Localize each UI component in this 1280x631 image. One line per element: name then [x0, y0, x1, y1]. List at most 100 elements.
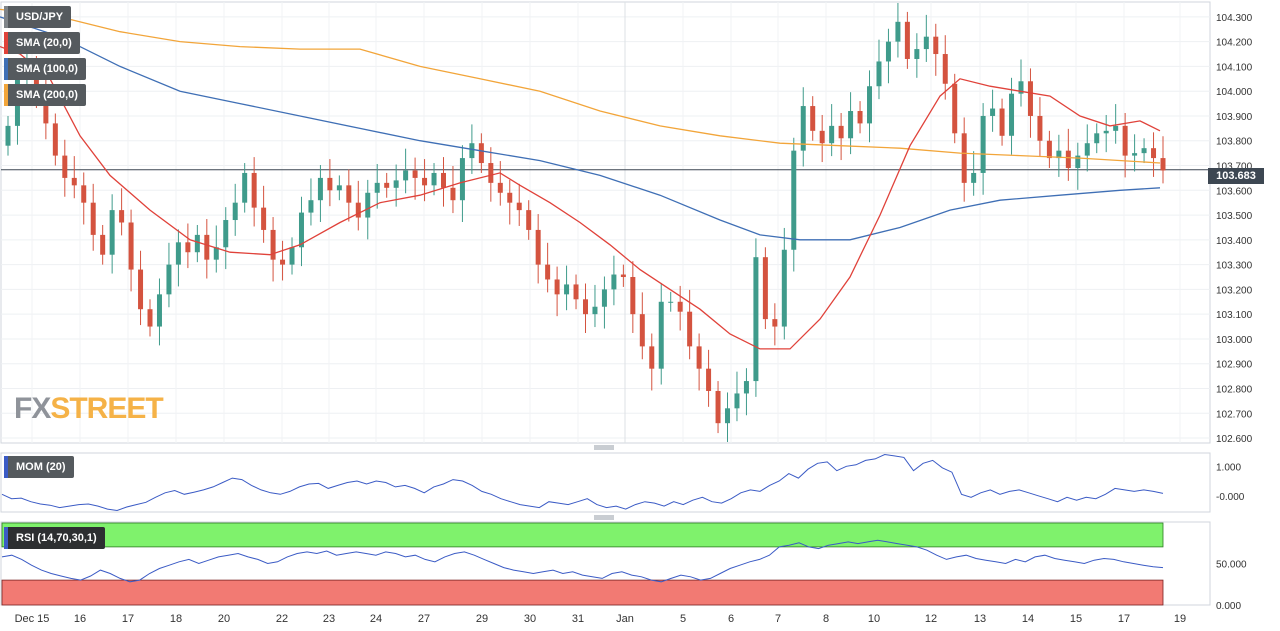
- candle-body: [999, 108, 1005, 136]
- candle-body: [384, 182, 390, 188]
- candle-body: [564, 284, 570, 295]
- candle-body: [242, 172, 248, 203]
- candle-body: [469, 143, 475, 159]
- candle-body: [649, 346, 655, 369]
- sma200-label[interactable]: SMA (200,0): [4, 84, 86, 106]
- candle-body: [800, 106, 806, 151]
- candle-body: [838, 125, 844, 139]
- candle-body: [772, 319, 778, 327]
- candle-body: [175, 242, 181, 265]
- candle-body: [545, 264, 551, 280]
- rsi-marker: [4, 527, 8, 549]
- time-tick-label: 17: [1118, 613, 1130, 625]
- candle-body: [554, 279, 560, 295]
- panel-splitter: [594, 515, 614, 520]
- last-price-badge: 103.683: [1208, 168, 1264, 184]
- candle-body: [516, 202, 522, 211]
- candle-body: [128, 222, 134, 270]
- candle-body: [876, 61, 882, 87]
- time-tick-label: 22: [276, 613, 288, 625]
- time-tick-label: 31: [572, 613, 584, 625]
- price-tick-label: 103.800: [1216, 137, 1253, 148]
- time-tick-label: 27: [418, 613, 430, 625]
- candle-body: [914, 49, 920, 59]
- mom-marker: [4, 456, 8, 478]
- rsi-label[interactable]: RSI (14,70,30,1): [4, 527, 105, 549]
- symbol-label[interactable]: USD/JPY: [4, 6, 72, 28]
- logo-street: STREET: [50, 392, 163, 425]
- rsi-line: [1, 539, 1164, 583]
- sma100-label[interactable]: SMA (100,0): [4, 58, 86, 80]
- candle-body: [374, 182, 380, 193]
- candle-body: [213, 247, 219, 260]
- candle-body: [819, 130, 825, 144]
- candle-body: [1151, 148, 1157, 159]
- candle-body: [355, 202, 361, 218]
- time-tick-label: 5: [680, 613, 686, 625]
- candle-body: [592, 306, 598, 315]
- candle-body: [1075, 155, 1081, 168]
- candle-body: [1113, 125, 1119, 131]
- time-tick-label: 14: [1022, 613, 1034, 625]
- candle-body: [119, 210, 125, 223]
- candle-body: [601, 289, 607, 307]
- candle-body: [715, 390, 721, 424]
- price-tick-label: 104.200: [1216, 38, 1253, 49]
- price-tick-label: 102.600: [1216, 434, 1253, 445]
- time-tick-label: 15: [1070, 613, 1082, 625]
- rsi-text: RSI (14,70,30,1): [16, 532, 97, 544]
- candle-body: [1046, 140, 1052, 159]
- candle-body: [5, 125, 11, 146]
- candle-body: [687, 311, 693, 347]
- candle-body: [630, 277, 636, 315]
- candle-body: [762, 257, 768, 320]
- price-tick-label: 104.000: [1216, 87, 1253, 98]
- logo-fx: FX: [14, 392, 51, 425]
- mom-label[interactable]: MOM (20): [4, 456, 74, 478]
- candle-body: [204, 234, 210, 260]
- candle-body: [109, 210, 115, 255]
- candle-body: [895, 21, 901, 42]
- sma20-line: [0, 45, 1161, 350]
- candle-body: [270, 229, 276, 260]
- symbol-text: USD/JPY: [16, 11, 64, 23]
- candle-body: [1103, 130, 1109, 134]
- candle-body: [904, 21, 910, 59]
- price-tick-label: 103.200: [1216, 285, 1253, 296]
- time-tick-label: 24: [370, 613, 382, 625]
- price-tick-label: 104.300: [1216, 13, 1253, 24]
- candle-body: [1056, 150, 1062, 159]
- sma100-line: [0, 16, 1161, 241]
- time-tick-label: Jan: [616, 613, 634, 625]
- candle-body: [497, 182, 503, 193]
- time-tick-label: 10: [868, 613, 880, 625]
- mom-tick-label: -0.000: [1216, 492, 1245, 503]
- candle-body: [583, 299, 588, 315]
- sma100-text: SMA (100,0): [16, 63, 78, 75]
- candle-body: [317, 177, 323, 201]
- candle-body: [971, 172, 977, 183]
- candle-body: [1122, 125, 1128, 156]
- sma20-marker: [4, 32, 8, 54]
- candle-body: [422, 177, 428, 186]
- sma20-label[interactable]: SMA (20,0): [4, 32, 80, 54]
- candle-body: [232, 202, 238, 221]
- candle-body: [829, 125, 835, 144]
- candle-body: [1094, 133, 1100, 144]
- mom-frame: [0, 452, 1211, 513]
- time-tick-label: 13: [974, 613, 986, 625]
- candle-body: [365, 192, 371, 218]
- candle-body: [478, 143, 484, 164]
- candle-body: [459, 158, 465, 201]
- price-tick-label: 103.400: [1216, 236, 1253, 247]
- candle-body: [156, 294, 162, 327]
- candle-body: [1009, 93, 1015, 136]
- candle-body: [791, 150, 797, 250]
- price-tick-label: 103.900: [1216, 112, 1253, 123]
- rsi-panel: 50.000 0.000: [0, 521, 1247, 612]
- sma200-marker: [4, 84, 8, 106]
- candle-body: [308, 200, 314, 213]
- candle-body: [961, 133, 967, 183]
- candle-body: [403, 170, 409, 181]
